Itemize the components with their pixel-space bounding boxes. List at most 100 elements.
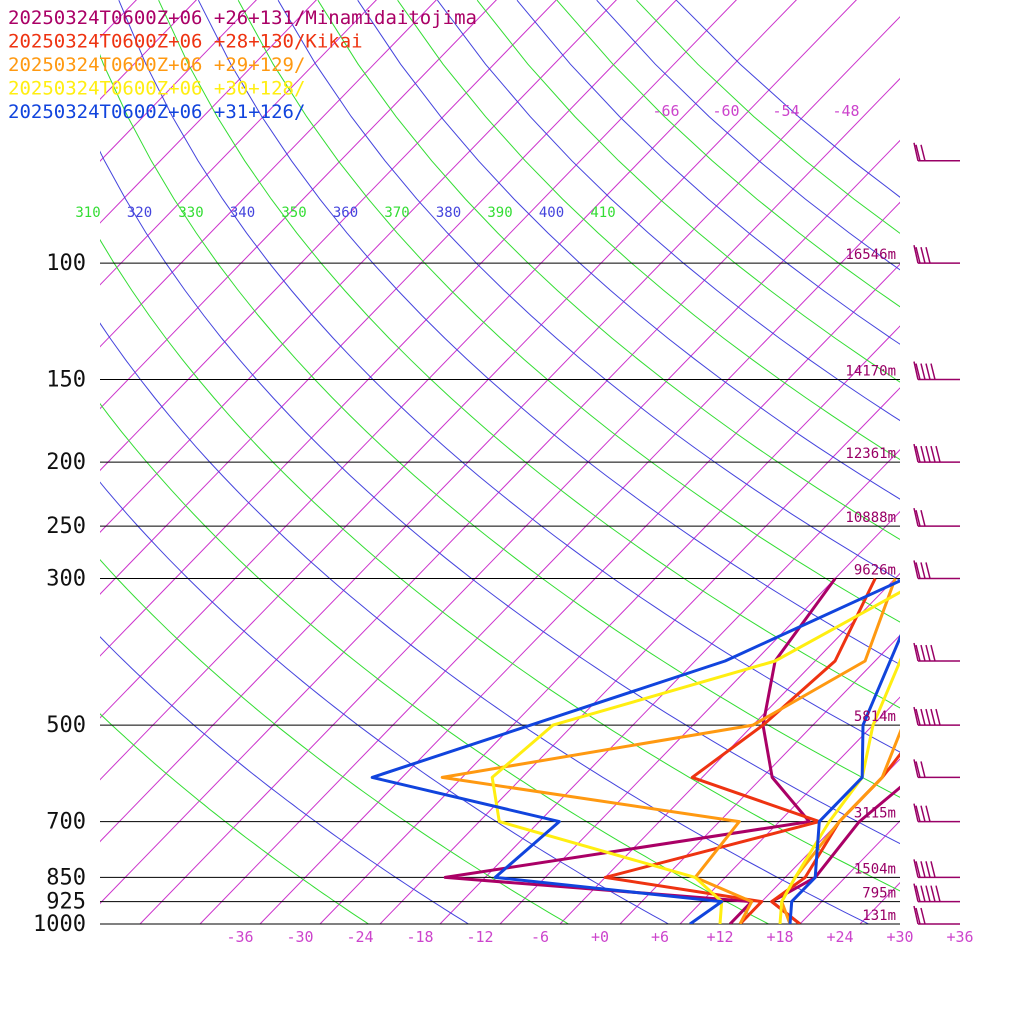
isotherm: [100, 0, 857, 781]
barb-feather: [925, 363, 931, 380]
mixing-ratio-label: -66: [652, 102, 679, 120]
barb-feather: [915, 761, 921, 778]
theta-label: 340: [230, 205, 255, 221]
barb-staff: [913, 361, 919, 380]
temperature-line: [788, 634, 900, 924]
theta-label: 360: [333, 205, 358, 221]
wind-barb: [913, 244, 960, 264]
isotherm: [379, 387, 900, 924]
isotherm: [100, 0, 677, 595]
wind-barb: [913, 507, 960, 527]
wind-barb: [913, 443, 960, 463]
isotherm: [139, 139, 900, 924]
dewpoint-line: [370, 579, 900, 924]
isotherm: [100, 0, 617, 533]
isotherm: [100, 16, 900, 843]
height-label: 10888m: [845, 510, 896, 526]
barb-feather: [930, 708, 936, 726]
barb-staff: [913, 759, 919, 778]
barb-staff: [913, 244, 919, 264]
isotherm: [980, 0, 1024, 924]
barb-feather: [915, 144, 921, 161]
height-label: 795m: [862, 886, 896, 902]
pressure-label: 300: [46, 566, 86, 591]
barb-feather: [920, 445, 926, 463]
isotherm: [100, 0, 497, 410]
temperature-tick: -36: [226, 928, 253, 946]
barb-feather: [915, 885, 921, 902]
theta-label: 380: [436, 205, 461, 221]
height-label: 1504m: [854, 861, 896, 877]
theta-label: 370: [384, 205, 409, 221]
barb-staff: [913, 706, 919, 726]
barb-feather: [920, 144, 926, 161]
wind-barb: [913, 642, 960, 662]
barb-feather: [930, 445, 936, 463]
barb-feather: [930, 644, 936, 662]
wind-barb: [913, 142, 960, 162]
isotherm: [619, 634, 900, 924]
pressure-label: 700: [46, 810, 86, 835]
barb-feather: [915, 708, 921, 726]
height-label: 9626m: [854, 562, 896, 578]
pressure-label: 925: [46, 890, 86, 915]
temperature-line: [770, 752, 900, 924]
barb-feather: [925, 246, 931, 264]
isotherm: [439, 449, 900, 924]
barb-feather: [920, 562, 926, 579]
barb-staff: [913, 859, 919, 878]
isotherm: [199, 201, 900, 924]
temperature-tick: -6: [531, 928, 549, 946]
temperature-tick: +36: [946, 928, 973, 946]
moist-adiabat: [100, 713, 369, 924]
pressure-label: 250: [46, 514, 86, 539]
barb-feather: [915, 562, 921, 579]
legend-entry: 20250324T0600Z+06 +30+128/: [8, 78, 305, 100]
barb-feather: [920, 761, 926, 778]
temperature-tick: -18: [406, 928, 433, 946]
isotherm: [259, 263, 900, 924]
dewpoint-line: [440, 577, 897, 924]
barb-feather: [920, 363, 926, 380]
dry-adiabat: [100, 636, 469, 924]
barb-feather: [915, 644, 921, 662]
legend-entry: 20250324T0600Z+06 +28+130/Kikai: [8, 31, 363, 53]
theta-label: 330: [178, 205, 203, 221]
theta-label: 390: [487, 205, 512, 221]
temperature-tick: -24: [346, 928, 373, 946]
barb-feather: [915, 907, 921, 925]
temperature-tick: -30: [286, 928, 313, 946]
mixing-ratio-labels: -66 -60 -54 -48: [652, 102, 859, 120]
barb-feather: [930, 885, 936, 902]
temperature-tick: +12: [706, 928, 733, 946]
barb-staff: [913, 803, 919, 822]
theta-labels: 310 320 330 340 350 360 370 380 390 400 410: [75, 205, 615, 221]
barb-feather: [920, 246, 926, 264]
barb-feather: [925, 861, 931, 878]
dewpoint-line: [603, 577, 877, 924]
barb-staff: [913, 443, 919, 463]
barb-feather: [920, 907, 926, 925]
wind-barb: [913, 883, 960, 903]
barb-feather: [930, 363, 936, 380]
pressure-label: 850: [46, 865, 86, 890]
theta-label: 350: [281, 205, 306, 221]
barb-feather: [915, 509, 921, 527]
barb-staff: [913, 142, 919, 161]
isotherms: [100, 0, 1024, 924]
theta-label: 310: [75, 205, 100, 221]
barb-feather: [930, 861, 936, 878]
isotherm: [319, 325, 900, 924]
temperature-tick: +24: [826, 928, 853, 946]
height-label: 14170m: [845, 364, 896, 380]
barb-feather: [920, 708, 926, 726]
legend-entry: 20250324T0600Z+06 +29+129/: [8, 54, 305, 76]
barb-feather: [925, 805, 931, 822]
barb-staff: [913, 560, 919, 579]
theta-label: 320: [127, 205, 152, 221]
wind-barb: [913, 706, 960, 726]
barb-feather: [935, 885, 941, 902]
height-label: 3115m: [854, 806, 896, 822]
